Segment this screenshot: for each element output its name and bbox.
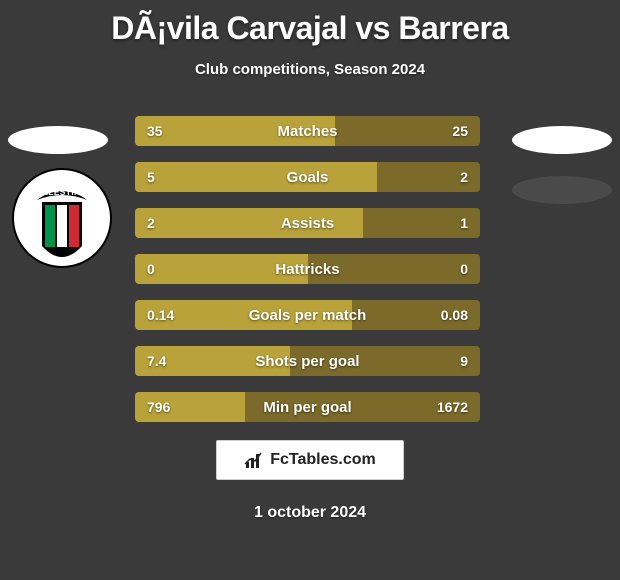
stat-bar-right <box>290 346 480 376</box>
comparison-panel: PALESTINO Matches3525 Goals52 Assists21 Hat… <box>0 116 620 422</box>
stat-bar-right <box>363 208 480 238</box>
stat-bar-left <box>135 254 308 284</box>
page-title: DÃ¡vila Carvajal vs Barrera <box>0 0 620 47</box>
stat-bar-left <box>135 208 363 238</box>
crest-text: PALESTINO <box>37 188 88 197</box>
stat-row: Assists21 <box>135 208 480 238</box>
stat-bar-right <box>335 116 480 146</box>
stat-row: Shots per goal7.49 <box>135 346 480 376</box>
stat-bar-left <box>135 116 335 146</box>
stat-bar-right <box>245 392 480 422</box>
date-label: 1 october 2024 <box>0 504 620 522</box>
stat-row: Min per goal7961672 <box>135 392 480 422</box>
stat-row: Goals52 <box>135 162 480 192</box>
stat-bar-left <box>135 300 352 330</box>
subtitle: Club competitions, Season 2024 <box>0 61 620 78</box>
footer-brand-badge: FcTables.com <box>216 440 404 480</box>
club-crest-palestino: PALESTINO <box>12 168 112 268</box>
stat-row: Hattricks00 <box>135 254 480 284</box>
stat-bar-right <box>352 300 480 330</box>
stat-bar-right <box>377 162 481 192</box>
stat-bar-left <box>135 346 290 376</box>
stat-bar-left <box>135 162 377 192</box>
footer-brand-text: FcTables.com <box>270 451 376 469</box>
player2-badge-placeholder-1 <box>512 126 612 154</box>
stat-bar-left <box>135 392 245 422</box>
stat-bar-right <box>308 254 481 284</box>
stat-bars: Matches3525 Goals52 Assists21 Hattricks00 Go… <box>135 116 480 422</box>
player1-badge-placeholder <box>8 126 108 154</box>
stat-row: Goals per match0.140.08 <box>135 300 480 330</box>
bar-chart-icon <box>244 450 264 470</box>
player2-badge-placeholder-2 <box>512 176 612 204</box>
stat-row: Matches3525 <box>135 116 480 146</box>
